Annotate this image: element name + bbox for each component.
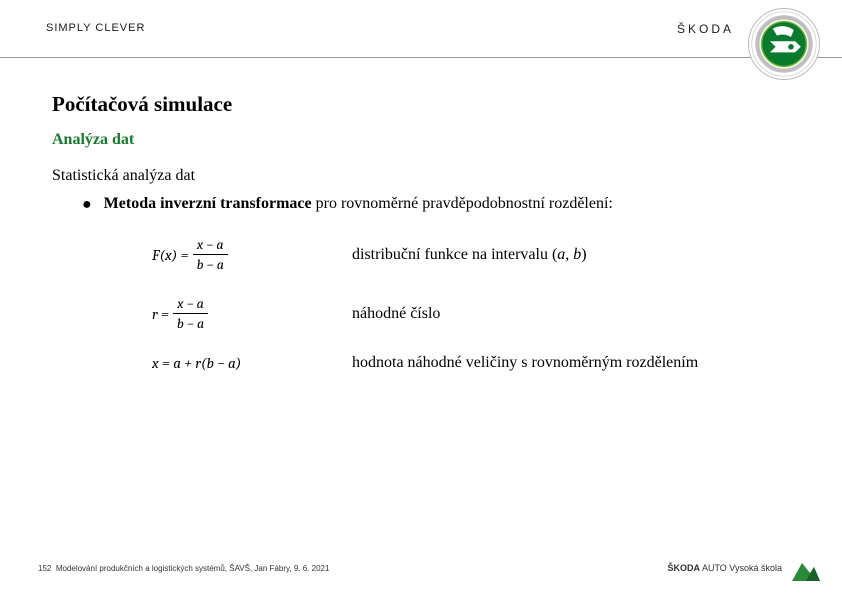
section-heading: Statistická analýza dat: [52, 167, 792, 185]
equation-desc-2: náhodné číslo: [352, 305, 440, 323]
slide-content: Počítačová simulace Analýza dat Statisti…: [52, 92, 792, 394]
tagline-text: SIMPLY CLEVER: [46, 22, 145, 34]
skoda-logo-icon: [748, 8, 820, 80]
footer-text: 152 Modelování produkčních a logistickýc…: [38, 564, 329, 573]
equation-row-2: r = x − a b − a náhodné číslo: [152, 295, 792, 332]
bullet-text: Metoda inverzní transformace pro rovnomě…: [104, 195, 613, 213]
equation-desc-1: distribuční funkce na intervalu (a, b): [352, 246, 587, 264]
page-title: Počítačová simulace: [52, 92, 792, 117]
equation-desc-3: hodnota náhodné veličiny s rovnoměrným r…: [352, 354, 698, 372]
footer-brand-text: ŠKODA AUTO Vysoká škola: [667, 563, 782, 573]
equation-formula-2: r = x − a b − a: [152, 295, 352, 332]
page-subtitle: Analýza dat: [52, 131, 792, 149]
brand-text: ŠKODA: [677, 22, 734, 36]
equation-formula-3: x = a + r(b − a): [152, 354, 352, 372]
footer-logo-icon: [792, 557, 820, 581]
equation-formula-1: F(x) = x − a b − a: [152, 236, 352, 273]
bullet-dot-icon: ●: [82, 195, 92, 214]
bullet-item: ● Metoda inverzní transformace pro rovno…: [82, 195, 792, 214]
header-bar: SIMPLY CLEVER ŠKODA: [0, 0, 842, 58]
equation-row-1: F(x) = x − a b − a distribuční funkce na…: [152, 236, 792, 273]
equation-row-3: x = a + r(b − a) hodnota náhodné veličin…: [152, 354, 792, 372]
